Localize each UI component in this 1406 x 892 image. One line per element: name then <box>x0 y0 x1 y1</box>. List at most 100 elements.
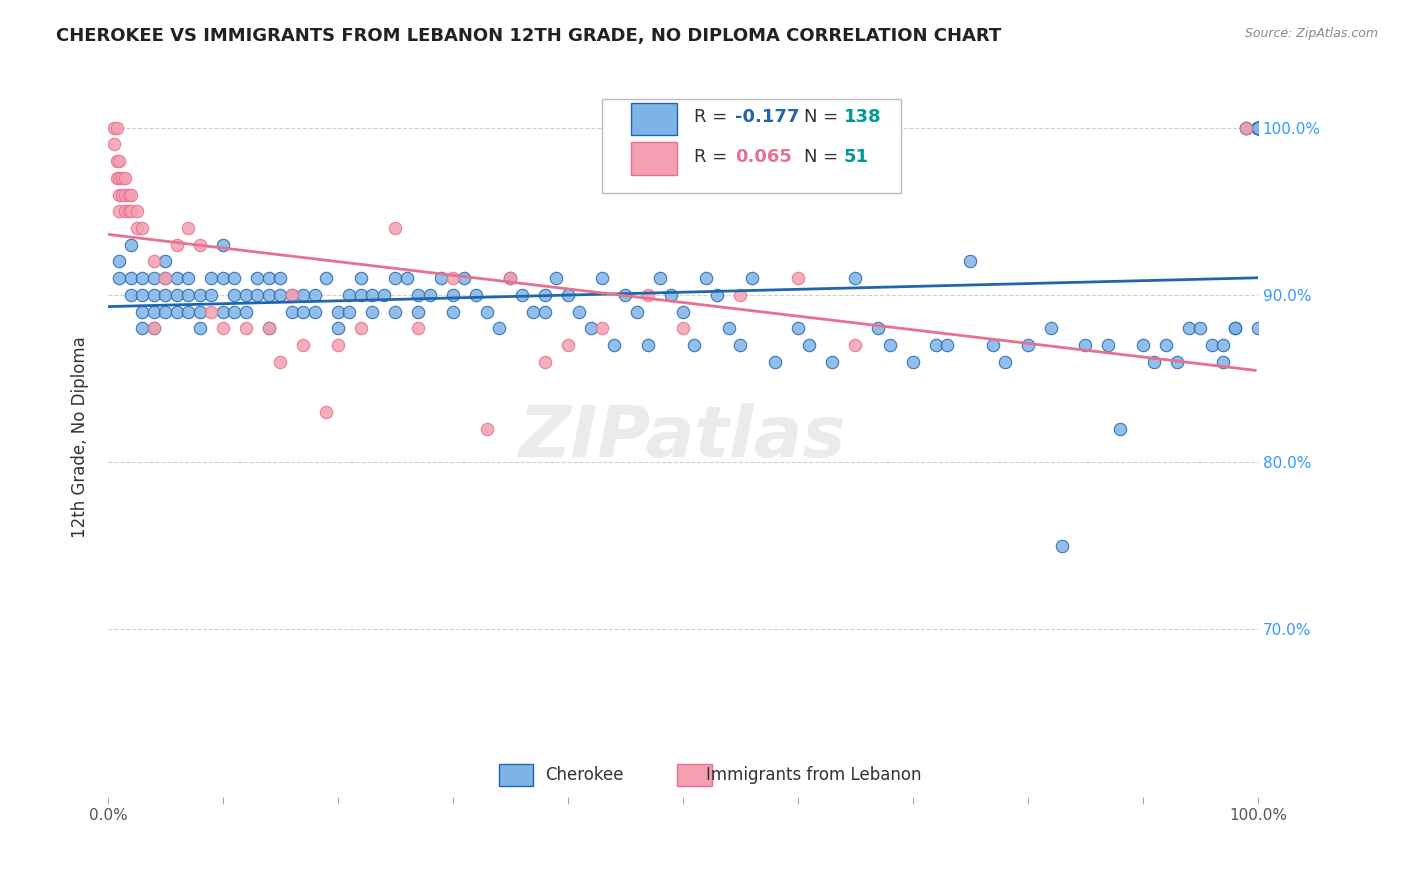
Point <box>568 304 591 318</box>
Point <box>799 338 821 352</box>
Point <box>534 355 557 369</box>
Point <box>315 405 337 419</box>
Point <box>212 304 235 318</box>
Point <box>292 338 315 352</box>
Point <box>111 187 134 202</box>
Point <box>510 288 533 302</box>
Point <box>269 355 291 369</box>
Point <box>105 170 128 185</box>
Point <box>579 321 602 335</box>
Point <box>1212 338 1234 352</box>
Point <box>591 271 613 285</box>
Point <box>741 271 763 285</box>
Point <box>200 304 222 318</box>
Point <box>350 288 373 302</box>
Point <box>155 304 177 318</box>
Point <box>212 237 235 252</box>
Point <box>155 271 177 285</box>
Text: N =: N = <box>804 147 844 166</box>
Point <box>361 304 384 318</box>
Point <box>114 187 136 202</box>
Point <box>114 170 136 185</box>
FancyBboxPatch shape <box>678 764 711 786</box>
Point <box>224 288 246 302</box>
Point <box>108 254 131 268</box>
Point <box>1223 321 1246 335</box>
Y-axis label: 12th Grade, No Diploma: 12th Grade, No Diploma <box>72 336 89 538</box>
Point <box>844 338 866 352</box>
Point <box>224 304 246 318</box>
Point <box>281 304 304 318</box>
Point <box>105 154 128 169</box>
Point <box>326 338 349 352</box>
Point <box>465 288 488 302</box>
Point <box>384 221 406 235</box>
Text: Source: ZipAtlas.com: Source: ZipAtlas.com <box>1244 27 1378 40</box>
Point <box>131 288 153 302</box>
Point <box>661 288 683 302</box>
Point <box>118 204 141 219</box>
Point <box>281 288 304 302</box>
Point <box>1223 321 1246 335</box>
Point <box>350 321 373 335</box>
Point <box>292 288 315 302</box>
Point <box>1074 338 1097 352</box>
Point <box>637 288 659 302</box>
Point <box>1097 338 1119 352</box>
Point <box>281 288 304 302</box>
Point <box>1247 120 1270 135</box>
Point <box>534 304 557 318</box>
Point <box>326 321 349 335</box>
Point <box>120 237 142 252</box>
Point <box>1247 120 1270 135</box>
Point <box>763 355 786 369</box>
Point <box>557 288 579 302</box>
Point <box>499 271 522 285</box>
Point <box>672 321 695 335</box>
Point <box>925 338 948 352</box>
Point <box>672 304 695 318</box>
Text: 51: 51 <box>844 147 869 166</box>
Point <box>143 254 166 268</box>
Point <box>546 271 568 285</box>
Point <box>235 288 257 302</box>
Point <box>339 304 361 318</box>
Point <box>131 321 153 335</box>
Point <box>1247 120 1270 135</box>
Text: -0.177: -0.177 <box>735 108 799 126</box>
Point <box>143 271 166 285</box>
Point <box>326 304 349 318</box>
Point <box>477 422 499 436</box>
Point <box>361 288 384 302</box>
Point <box>821 355 844 369</box>
Point <box>844 271 866 285</box>
Point <box>1212 355 1234 369</box>
Point <box>212 271 235 285</box>
Point <box>453 271 475 285</box>
Point <box>246 288 269 302</box>
Point <box>108 271 131 285</box>
Point <box>143 321 166 335</box>
Point <box>120 204 142 219</box>
Point <box>614 288 637 302</box>
Point <box>441 288 464 302</box>
Point <box>200 288 222 302</box>
Text: CHEROKEE VS IMMIGRANTS FROM LEBANON 12TH GRADE, NO DIPLOMA CORRELATION CHART: CHEROKEE VS IMMIGRANTS FROM LEBANON 12TH… <box>56 27 1001 45</box>
Point <box>304 304 326 318</box>
Point <box>936 338 959 352</box>
Point <box>441 304 464 318</box>
Point <box>901 355 924 369</box>
Point <box>105 120 128 135</box>
Point <box>1154 338 1177 352</box>
Point <box>384 271 406 285</box>
Point <box>983 338 1005 352</box>
Point <box>1247 120 1270 135</box>
Point <box>1247 120 1270 135</box>
Point <box>1247 120 1270 135</box>
Text: 0.065: 0.065 <box>735 147 792 166</box>
Point <box>177 221 200 235</box>
Point <box>373 288 395 302</box>
Point <box>408 304 430 318</box>
Point <box>879 338 901 352</box>
Point <box>1247 120 1270 135</box>
